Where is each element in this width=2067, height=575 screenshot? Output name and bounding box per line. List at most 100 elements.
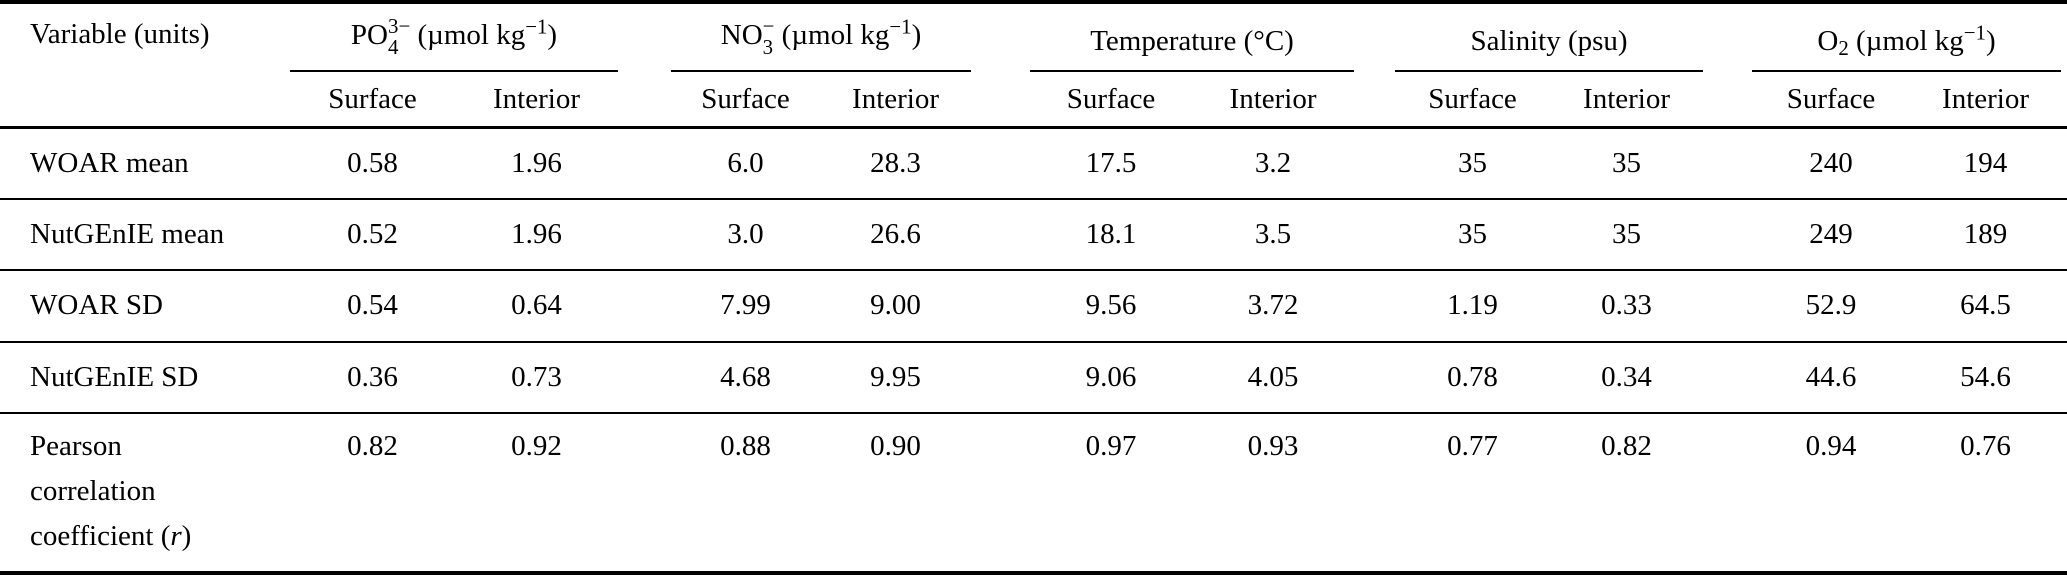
value-cell: 18.1: [1030, 198, 1193, 272]
value-cell: 0.94: [1805, 429, 1857, 462]
value-cell: 35: [1550, 127, 1704, 200]
subheader-row: Surface Interior Surface Interior Surfac…: [0, 71, 2067, 129]
column-group-temperature: Temperature (°C): [1030, 2, 1355, 73]
column-gap: [618, 413, 671, 573]
column-gap: [618, 127, 672, 200]
column-gap: [1354, 71, 1396, 129]
value-cell: 0.34: [1550, 341, 1704, 414]
row-label: Pearson correlation coefficient (r): [0, 413, 290, 573]
table-row-nutgenie-sd: NutGEnIE SD 0.36 0.73 4.68 9.95 9.06 4.0…: [0, 341, 2067, 414]
value-cell: 0.58: [290, 127, 455, 200]
o2-formula: O2 (µmol kg−1): [1817, 20, 1996, 61]
subheader-po4-interior: Interior: [455, 71, 619, 129]
right-margin-gap: [2061, 71, 2067, 129]
table-row-woar-sd: WOAR SD 0.54 0.64 7.99 9.00 9.56 3.72 1.…: [0, 270, 2067, 343]
value-cell: 44.6: [1752, 341, 1911, 414]
value-cell: 1.96: [455, 127, 619, 200]
temperature-label: Temperature (°C): [1090, 25, 1294, 58]
value-cell: 0.73: [455, 341, 619, 414]
column-gap: [971, 270, 1031, 343]
value-cell: 0.90: [870, 429, 921, 462]
column-gap: [971, 127, 1031, 200]
value-cell: 0.97: [1085, 429, 1137, 462]
column-gap: [1354, 2, 1395, 71]
right-margin-gap: [2061, 127, 2067, 200]
pearson-label-line2: correlation: [30, 474, 156, 507]
column-gap: [618, 2, 671, 71]
value-cell: 1.19: [1395, 270, 1551, 343]
column-gap: [1354, 413, 1395, 573]
subheader-o2-surface: Surface: [1752, 71, 1911, 129]
column-gap: [1703, 270, 1753, 343]
subheader-salinity-surface: Surface: [1395, 71, 1551, 129]
group-header-row: Variable (units) PO 3− 4 (µmol kg−1) NO −3 …: [0, 2, 2067, 129]
value-cell: 3.0: [671, 198, 821, 272]
subheader-temperature-surface: Surface: [1030, 71, 1193, 129]
column-gap: [1354, 198, 1396, 272]
column-gap: [1703, 198, 1753, 272]
value-cell: 35: [1550, 198, 1704, 272]
value-cell: 6.0: [671, 127, 821, 200]
value-cell: 0.93: [1247, 429, 1299, 462]
value-cell: 0.36: [290, 341, 455, 414]
column-gap: [1703, 341, 1753, 414]
value-cell: 0.82: [1601, 429, 1652, 462]
value-cell: 17.5: [1030, 127, 1193, 200]
value-cell: 35: [1395, 127, 1551, 200]
value-cell: 0.76: [1960, 429, 2011, 462]
column-gap: [1703, 413, 1752, 573]
value-cell: 249: [1752, 198, 1911, 272]
value-cell: 26.6: [820, 198, 972, 272]
column-gap: [1703, 71, 1753, 129]
corner-header: Variable (units): [0, 2, 290, 129]
row-label: NutGEnIE mean: [0, 198, 290, 272]
no3-formula: NO −3 (µmol kg−1): [720, 14, 922, 60]
value-cell: 4.68: [671, 341, 821, 414]
pearson-label-line3: coefficient (r): [30, 519, 192, 552]
row-label: WOAR mean: [0, 127, 290, 200]
column-gap: [971, 71, 1031, 129]
pearson-label-line1: Pearson: [30, 429, 122, 462]
value-cell: 194: [1910, 127, 2062, 200]
value-cell: 0.54: [290, 270, 455, 343]
column-gap: [971, 413, 1030, 573]
value-cell: 0.78: [1395, 341, 1551, 414]
column-group-salinity: Salinity (psu): [1395, 2, 1704, 73]
column-gap: [971, 2, 1030, 71]
value-cell: 9.00: [820, 270, 972, 343]
subheader-temperature-interior: Interior: [1192, 71, 1355, 129]
column-gap: [971, 198, 1031, 272]
subheader-po4-surface: Surface: [290, 71, 455, 129]
value-cell: 0.64: [455, 270, 619, 343]
po4-formula: PO 3− 4 (µmol kg−1): [350, 14, 558, 60]
right-margin-gap: [2061, 341, 2067, 414]
value-cell: 0.52: [290, 198, 455, 272]
value-cell: 0.92: [511, 429, 562, 462]
table-row-pearson: Pearson correlation coefficient (r) 0.82…: [0, 413, 2067, 573]
right-margin-gap: [2061, 413, 2067, 573]
value-cell: 52.9: [1752, 270, 1911, 343]
subheader-salinity-interior: Interior: [1550, 71, 1704, 129]
column-gap: [1354, 127, 1396, 200]
table-row-nutgenie-mean: NutGEnIE mean 0.52 1.96 3.0 26.6 18.1 3.…: [0, 198, 2067, 272]
column-gap: [1703, 2, 1752, 71]
subheader-no3-interior: Interior: [820, 71, 972, 129]
salinity-label: Salinity (psu): [1470, 25, 1628, 58]
right-margin-gap: [2061, 198, 2067, 272]
right-margin-gap: [2061, 270, 2067, 343]
column-gap: [618, 341, 672, 414]
value-cell: 0.82: [347, 429, 398, 462]
value-cell: 64.5: [1910, 270, 2062, 343]
column-group-o2: O2 (µmol kg−1): [1752, 2, 2062, 73]
value-cell: 9.06: [1030, 341, 1193, 414]
table-row-woar-mean: WOAR mean 0.58 1.96 6.0 28.3 17.5 3.2 35…: [0, 127, 2067, 200]
column-group-no3: NO −3 (µmol kg−1): [671, 2, 972, 73]
subheader-no3-surface: Surface: [671, 71, 821, 129]
row-label: WOAR SD: [0, 270, 290, 343]
column-gap: [618, 71, 672, 129]
value-cell: 54.6: [1910, 341, 2062, 414]
value-cell: 9.56: [1030, 270, 1193, 343]
value-cell: 7.99: [671, 270, 821, 343]
column-gap: [1354, 341, 1396, 414]
